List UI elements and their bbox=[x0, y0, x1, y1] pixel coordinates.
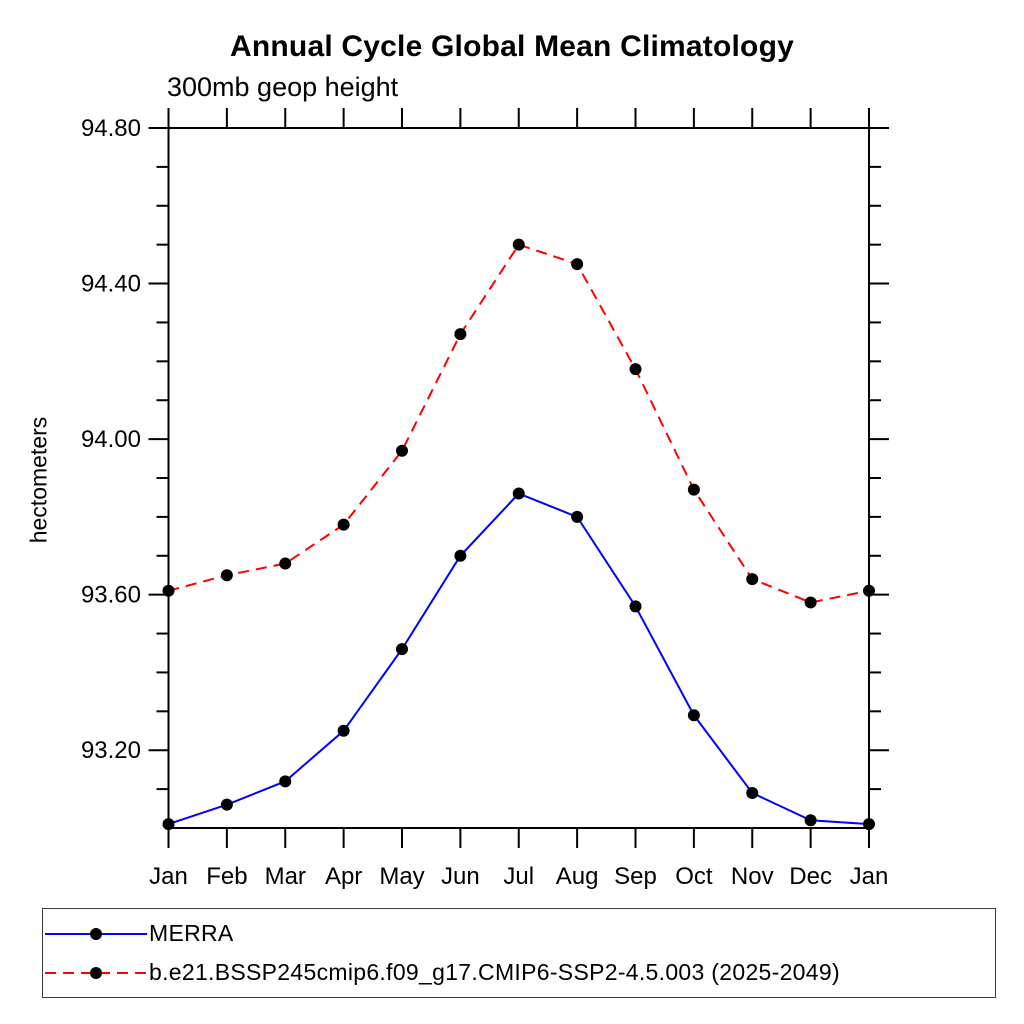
data-point-marker bbox=[746, 787, 759, 799]
x-tick-label: Sep bbox=[614, 863, 657, 890]
data-point-marker bbox=[746, 573, 759, 586]
x-tick-label: Jan bbox=[149, 863, 188, 890]
data-point-marker bbox=[512, 238, 525, 251]
data-point-marker bbox=[279, 557, 292, 570]
x-tick-label: Aug bbox=[556, 863, 599, 890]
legend-item-model: b.e21.BSSP245cmip6.f09_g17.CMIP6-SSP2-4.… bbox=[43, 953, 995, 992]
data-point-marker bbox=[279, 775, 292, 788]
data-point-marker bbox=[863, 818, 875, 831]
legend-line-sample-solid-icon bbox=[45, 927, 147, 940]
data-point-marker bbox=[629, 600, 642, 613]
x-tick-label: Jan bbox=[850, 863, 889, 890]
data-point-marker bbox=[571, 510, 584, 523]
y-tick-label: 94.80 bbox=[81, 115, 141, 142]
legend-marker-icon bbox=[90, 966, 102, 979]
y-tick-label: 93.60 bbox=[81, 582, 141, 609]
x-tick-label: Feb bbox=[206, 863, 247, 890]
data-point-marker bbox=[454, 549, 467, 562]
data-point-marker bbox=[687, 709, 700, 722]
legend-marker-icon bbox=[90, 927, 102, 940]
legend-item-merra: MERRA bbox=[43, 914, 995, 953]
legend-line-sample-dashed-icon bbox=[45, 966, 147, 979]
data-point-marker bbox=[863, 584, 875, 597]
x-tick-label: Mar bbox=[265, 863, 306, 890]
data-point-marker bbox=[162, 818, 175, 831]
data-point-marker bbox=[454, 328, 467, 341]
x-tick-label: Dec bbox=[789, 863, 832, 890]
data-point-marker bbox=[512, 487, 525, 500]
x-tick-label: Jul bbox=[503, 863, 534, 890]
y-tick-label: 93.20 bbox=[81, 737, 141, 764]
data-point-marker bbox=[804, 814, 817, 827]
plot-frame bbox=[167, 127, 870, 829]
data-point-marker bbox=[337, 518, 350, 531]
legend-label-merra: MERRA bbox=[149, 920, 234, 946]
y-tick-label: 94.00 bbox=[81, 426, 141, 453]
data-point-marker bbox=[804, 596, 817, 609]
x-tick-label: Jun bbox=[441, 863, 480, 890]
x-tick-label: Oct bbox=[675, 863, 713, 890]
data-point-marker bbox=[220, 798, 233, 811]
data-point-marker bbox=[687, 483, 700, 496]
data-point-marker bbox=[396, 444, 408, 457]
data-point-marker bbox=[396, 643, 408, 656]
series-line-merra bbox=[168, 492, 870, 826]
y-tick-label: 94.40 bbox=[81, 271, 141, 298]
data-point-marker bbox=[571, 258, 584, 271]
chart-subtitle: 300mb geop height bbox=[167, 72, 399, 102]
x-tick-label: May bbox=[379, 863, 424, 890]
x-tick-label: Nov bbox=[731, 863, 774, 890]
legend-label-model: b.e21.BSSP245cmip6.f09_g17.CMIP6-SSP2-4.… bbox=[149, 959, 840, 985]
data-point-marker bbox=[629, 363, 642, 376]
x-tick-label: Apr bbox=[325, 863, 362, 890]
chart-title: Annual Cycle Global Mean Climatology bbox=[230, 30, 794, 63]
data-point-marker bbox=[220, 569, 233, 582]
series-line-model bbox=[168, 243, 870, 604]
data-point-marker bbox=[337, 724, 350, 737]
legend-box: MERRA b.e21.BSSP245cmip6.f09_g17.CMIP6-S… bbox=[42, 908, 996, 998]
data-point-marker bbox=[162, 584, 175, 597]
